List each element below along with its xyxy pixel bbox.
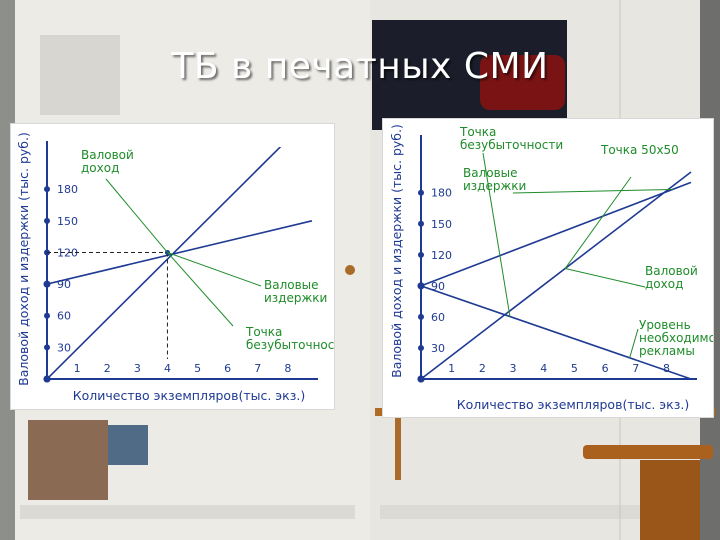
y-tick-mark	[418, 189, 424, 196]
y-tick-label: 60	[431, 311, 445, 324]
x-tick-label: 5	[194, 362, 201, 375]
annotation-leader-breakeven	[482, 152, 511, 317]
y-tick-mark	[44, 312, 50, 319]
series-start-dot	[43, 280, 51, 288]
annotation-leader-revenue	[105, 178, 168, 253]
y-tick-mark	[418, 344, 424, 351]
y-tick-mark	[418, 220, 424, 227]
series-line-1	[421, 171, 692, 379]
annotation-leader-cost	[512, 188, 673, 194]
x-tick-label: 8	[284, 362, 291, 375]
y-tick-label: 180	[57, 183, 78, 196]
y-tick-mark	[418, 313, 424, 320]
series-line-2	[421, 181, 692, 287]
annotation-leader-breakeven	[167, 252, 234, 327]
annotation-leader-cost	[167, 251, 262, 287]
series-start-dot	[417, 282, 425, 290]
annotation-leader-ad	[629, 328, 639, 358]
x-tick-label: 2	[104, 362, 111, 375]
y-tick-mark	[418, 251, 424, 258]
y-tick-label: 60	[57, 310, 71, 323]
y-tick-label: 30	[57, 341, 71, 354]
x-axis-label: Количество экземпляров(тыс. экз.)	[73, 388, 305, 403]
x-tick-label: 3	[134, 362, 141, 375]
x-axis-label: Количество экземпляров(тыс. экз.)	[457, 397, 689, 412]
x-tick-label: 4	[164, 362, 171, 375]
x-tick-label: 7	[632, 362, 639, 375]
series-line-2	[47, 220, 313, 285]
x-tick-label: 7	[254, 362, 261, 375]
series-line-1	[47, 147, 282, 379]
annotation-fifty-fifty: Точка 50x50	[600, 143, 679, 157]
y-tick-label: 150	[57, 215, 78, 228]
x-tick-label: 1	[74, 362, 81, 375]
annotation-cost: Валовые издержки	[264, 278, 327, 305]
fifty-fifty-chart: 30 60 90 120 150 180 1 2 3 4 5 6 7 8 Валовой доход и и…	[389, 124, 713, 412]
x-tick-label: 8	[663, 362, 670, 375]
annotation-leader-revenue	[565, 267, 646, 288]
y-tick-label: 180	[431, 187, 452, 200]
annotation-ad-level: Уровеньнеобходимойрекламы	[639, 318, 713, 358]
y-tick-mark	[44, 344, 50, 351]
breakeven-chart-panel: 30 60 90 120 150 180 1 2 3 4 5 6 7 8 Валовой доход и и…	[10, 123, 335, 410]
x-tick-label: 1	[448, 362, 455, 375]
x-tick-label: 6	[224, 362, 231, 375]
x-tick-label: 5	[571, 362, 578, 375]
annotation-cost: Валовые издержки	[463, 166, 526, 193]
y-tick-label: 120	[57, 246, 78, 259]
y-tick-label: 120	[431, 249, 452, 262]
y-tick-mark	[44, 186, 50, 193]
series-start-dot	[43, 375, 51, 383]
y-tick-mark	[44, 217, 50, 224]
series-line-3	[421, 285, 692, 379]
y-tick-label: 90	[431, 280, 445, 293]
slide-title: ТБ в печатных СМИ	[171, 46, 549, 87]
annotation-revenue: Валовой доход	[81, 148, 134, 175]
annotation-leader-fifty	[564, 176, 632, 269]
fifty-fifty-chart-panel: 30 60 90 120 150 180 1 2 3 4 5 6 7 8 Валовой доход и и…	[382, 118, 714, 418]
x-tick-label: 6	[602, 362, 609, 375]
y-axis-label: Валовой доход и издержки (тыс. руб.)	[389, 124, 404, 378]
y-tick-label: 150	[431, 218, 452, 231]
x-tick-label: 2	[479, 362, 486, 375]
x-tick-label: 3	[510, 362, 517, 375]
series-start-dot	[417, 375, 425, 383]
y-axis-label: Валовой доход и издержки (тыс. руб.)	[16, 132, 31, 386]
x-tick-label: 4	[540, 362, 547, 375]
annotation-revenue: Валовой доход	[645, 264, 698, 291]
y-tick-label: 30	[431, 342, 445, 355]
